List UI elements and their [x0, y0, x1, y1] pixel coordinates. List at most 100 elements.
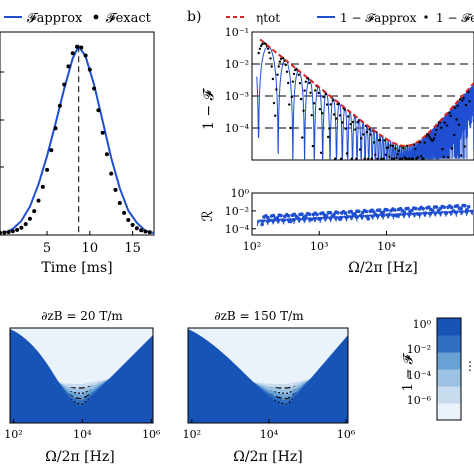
panel-b-exact-point	[372, 141, 376, 144]
panel-b-res-frame	[251, 192, 474, 236]
panel-b-exact-point	[322, 95, 325, 99]
panel-b-res-point	[324, 214, 329, 218]
panel-b-exact-point	[288, 103, 291, 106]
panel-c20-xlabel: Ω/2π [Hz]	[45, 449, 114, 465]
panel-b-exact-point	[462, 97, 465, 100]
panel-b-exact-point	[274, 114, 277, 117]
panel-a-exact-point	[36, 198, 41, 203]
panel-b-exact-point	[324, 92, 327, 96]
panel-b-exact-point	[314, 89, 317, 92]
panel-b-exact-point	[356, 121, 359, 124]
panel-a-exact-point	[139, 228, 144, 233]
panel-b-exact-point	[257, 51, 260, 55]
panel-b-exact-point	[422, 157, 425, 160]
panel-b-exact-point	[416, 156, 419, 159]
panel-b-exact-point	[311, 144, 315, 148]
panel-b-res-point	[466, 205, 471, 209]
panel-b-exact-point	[335, 117, 338, 120]
panel-b-res-point	[281, 218, 285, 222]
panel-b-res-point	[393, 208, 397, 212]
panel-b-exact-point	[453, 133, 456, 137]
panel-b-exact-point	[414, 147, 417, 151]
panel-a-exact-point	[27, 216, 32, 221]
heatmap-contour-level	[10, 329, 153, 423]
panel-b-res-point	[455, 204, 460, 208]
panel-b-res-point	[349, 209, 354, 214]
panel-b-res-point	[353, 212, 357, 216]
panel-b-exact-point	[396, 153, 399, 156]
panel-b-exact-point	[427, 133, 430, 137]
panel-a-xtick-label: 15	[124, 241, 141, 256]
panel-b-legend: ηtot 1 − 𝓕approx 1 − 𝓕e	[226, 11, 474, 25]
panel-b-exact-point	[334, 157, 337, 160]
panel-b-res-point	[357, 209, 361, 214]
colorbar-tick-6: 10⁻⁶	[407, 394, 432, 407]
panel-b-res-point	[307, 212, 312, 216]
panel-b-ytick-label: 10⁻²	[225, 58, 249, 71]
panel-b-exact-point	[327, 135, 330, 139]
panel-b-exact-point	[423, 141, 426, 144]
panel-c150-xlabel: Ω/2π [Hz]	[233, 449, 302, 465]
panel-b-exact-point	[368, 128, 371, 131]
panel-b-exact-point	[397, 149, 400, 152]
panel-b-res-ytick-label: 10⁰	[231, 187, 250, 200]
panel-b-exact-point	[277, 65, 280, 68]
panel-b-res-plot	[256, 203, 474, 227]
panel-b-res-point	[410, 208, 414, 213]
panel-b-res-point	[444, 211, 448, 216]
panel-b-res-point	[387, 212, 391, 217]
panel-b-exact-point	[349, 123, 352, 126]
panel-a-frame	[0, 31, 155, 236]
panel-b-exact-point	[308, 81, 311, 85]
panel-c-150: ∂zB = 150 T/m 10² 10⁴ 10⁶ Ω/2π [Hz]	[183, 309, 356, 465]
panel-b-exact-point	[270, 65, 273, 68]
panel-c150-xticks: 10² 10⁴ 10⁶	[183, 419, 356, 441]
panel-b-exact-point	[357, 119, 360, 122]
panel-c20-plot	[9, 328, 154, 423]
panel-b-res-point	[317, 217, 321, 221]
panel-b-exact-point	[259, 44, 263, 48]
panel-b-res-point	[434, 205, 439, 209]
panel-a-exact-point	[143, 229, 148, 234]
panel-a-exact-point	[32, 209, 37, 214]
panel-b-exact-point	[370, 157, 373, 160]
panel-a-exact-point	[40, 184, 45, 189]
panel-b-res-point	[260, 222, 264, 227]
panel-b-res-xtick-label: 10³	[310, 240, 328, 253]
panel-a-exact-point	[49, 148, 54, 153]
panel-b-exact-point	[384, 153, 388, 156]
panel-b-exact-point	[460, 154, 463, 157]
panel-b-res-point	[423, 211, 427, 216]
panel-b-exact-point	[420, 154, 423, 158]
panel-a-exact-point	[2, 230, 7, 235]
panel-b-res-point	[300, 212, 304, 216]
panel-a-exact-point	[6, 230, 11, 235]
legend-b-eta: ηtot	[256, 11, 280, 25]
panel-a-exact-point	[122, 210, 127, 215]
panel-a-exact-point	[45, 167, 50, 172]
colorbar-ellipsis: ⋮	[464, 359, 474, 373]
colorbar-label: 1 − 𝓕	[401, 352, 416, 391]
panel-b-res-point	[465, 208, 469, 212]
legend-b-exact: 1 − 𝓕e	[436, 11, 474, 25]
panel-b-exact-point	[328, 127, 331, 130]
panel-b-exact-point	[392, 157, 396, 160]
panel-a-exact-point	[0, 230, 2, 235]
panel-b-exact-point	[456, 104, 459, 108]
panel-b-exact-point	[442, 155, 445, 159]
panel-b-exact-point	[441, 147, 444, 151]
heatmap-contour-level	[188, 329, 348, 423]
panel-b-exact-point	[388, 155, 391, 158]
panel-a-exact-point	[113, 187, 118, 192]
panel-c20-xticks: 10² 10⁴ 10⁶	[4, 419, 161, 441]
panel-b-exact-point	[389, 144, 392, 147]
panel-b-res-point	[366, 216, 371, 221]
panel-a-exact-point	[147, 230, 152, 235]
panel-b-res-ylabel: ℛ	[200, 210, 216, 221]
colorbar-swatch	[437, 352, 461, 370]
panel-a-exact-point	[92, 86, 97, 91]
panel-b-exact-point	[310, 114, 313, 117]
panel-b-exact-point	[367, 157, 370, 160]
panel-b-exact-point	[449, 114, 452, 118]
panel-b-exact-point	[272, 101, 276, 105]
